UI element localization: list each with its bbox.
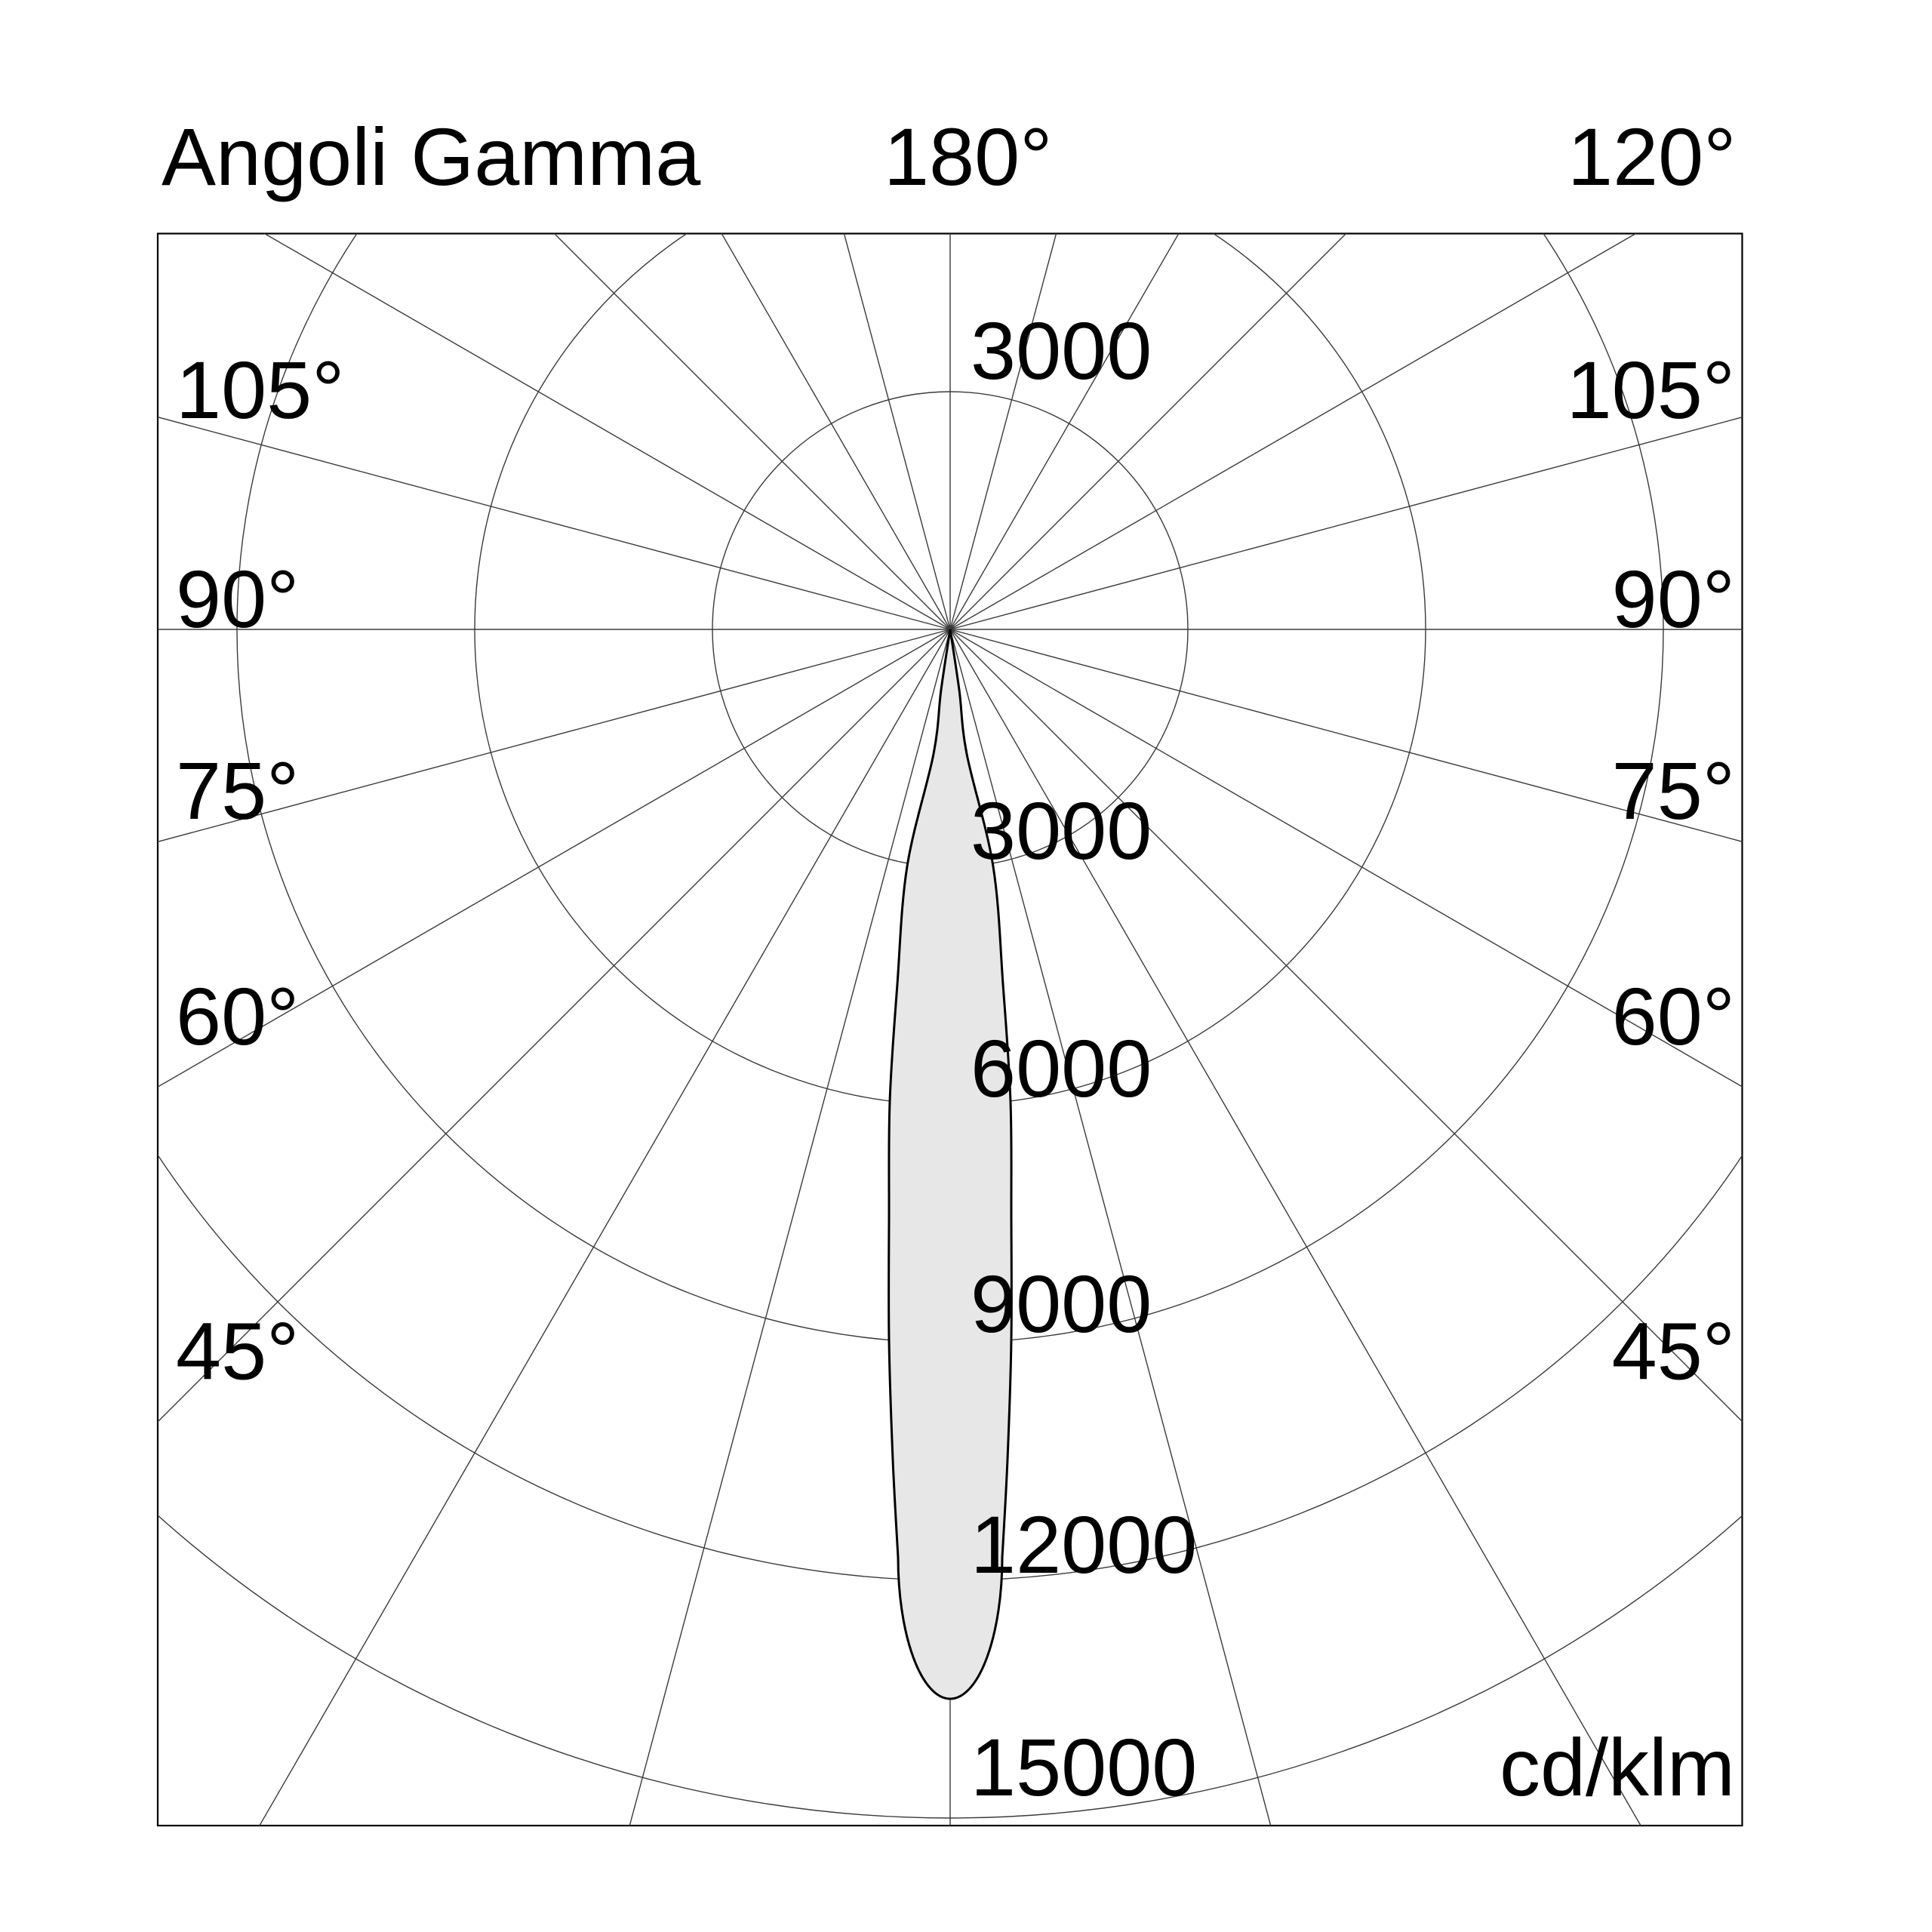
svg-text:105°: 105° — [176, 344, 344, 435]
svg-text:120°: 120° — [1567, 111, 1736, 202]
svg-text:90°: 90° — [1612, 553, 1735, 645]
svg-text:15000: 15000 — [971, 1721, 1197, 1813]
svg-text:75°: 75° — [1612, 745, 1735, 836]
svg-text:Angoli Gamma: Angoli Gamma — [162, 111, 701, 202]
svg-text:45°: 45° — [176, 1306, 299, 1397]
svg-text:45°: 45° — [1612, 1306, 1735, 1397]
svg-text:90°: 90° — [176, 553, 299, 645]
svg-text:3000: 3000 — [971, 785, 1152, 876]
svg-text:cd/klm: cd/klm — [1500, 1721, 1735, 1813]
svg-text:6000: 6000 — [971, 1023, 1152, 1114]
svg-text:60°: 60° — [176, 971, 299, 1062]
svg-text:180°: 180° — [884, 111, 1052, 202]
svg-text:75°: 75° — [176, 745, 299, 836]
svg-text:105°: 105° — [1567, 344, 1735, 435]
svg-text:9000: 9000 — [971, 1258, 1152, 1349]
svg-text:60°: 60° — [1612, 971, 1735, 1062]
svg-text:3000: 3000 — [971, 305, 1152, 396]
svg-text:12000: 12000 — [971, 1499, 1197, 1590]
